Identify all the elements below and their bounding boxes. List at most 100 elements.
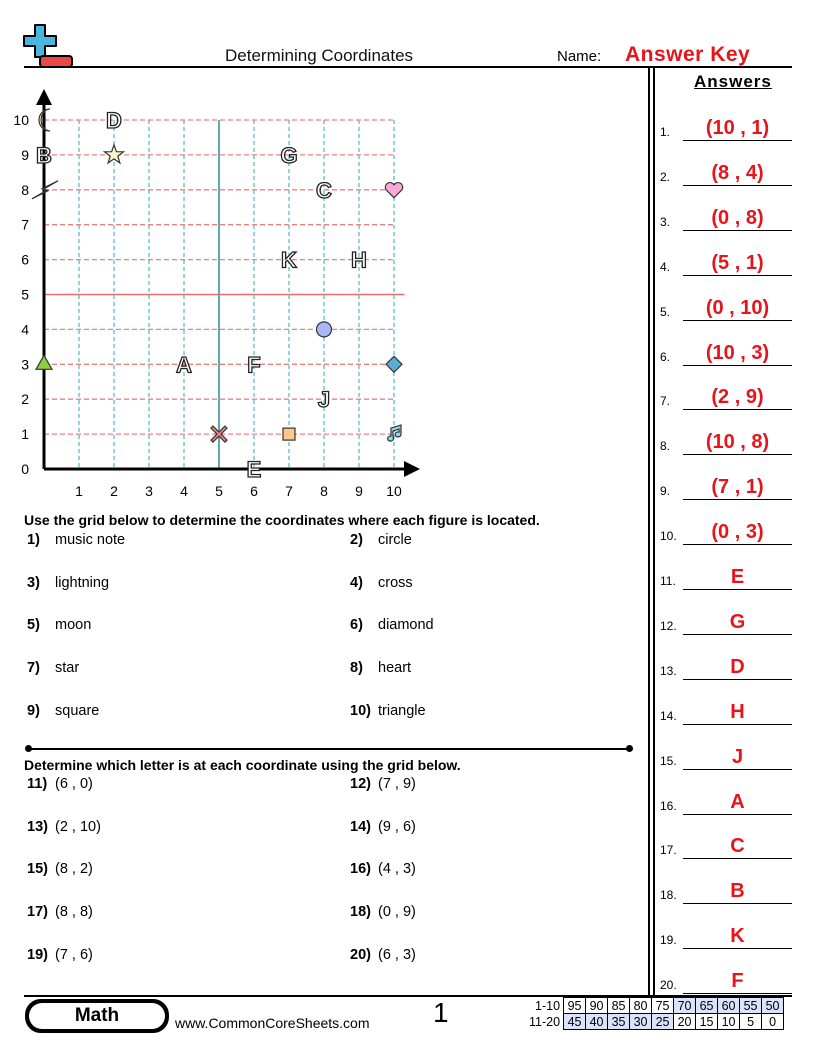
question-number: 2) bbox=[350, 532, 363, 548]
question-text: (6 , 3) bbox=[378, 946, 416, 963]
page-number: 1 bbox=[433, 997, 449, 1028]
answer-value: A bbox=[730, 790, 745, 813]
answer-value: (0 , 3) bbox=[711, 521, 764, 544]
point-letter-K: K bbox=[281, 248, 297, 273]
score-cell: 75 bbox=[651, 997, 675, 1014]
question-number: 18) bbox=[350, 904, 371, 921]
question-text: square bbox=[55, 702, 100, 719]
y-tick-label: 6 bbox=[21, 252, 29, 268]
question-text: (0 , 9) bbox=[378, 904, 416, 921]
answer-row: 17. C bbox=[660, 835, 792, 860]
y-tick-label: 8 bbox=[21, 182, 29, 198]
answer-value: C bbox=[730, 835, 745, 858]
question-number: 9) bbox=[27, 702, 40, 719]
question: 13) (2 , 10) bbox=[27, 819, 101, 835]
point-letter-G: G bbox=[280, 143, 297, 168]
point-letter-B: B bbox=[36, 143, 52, 168]
answer-value: E bbox=[730, 566, 745, 588]
answer-line bbox=[683, 454, 792, 456]
y-tick-label: 3 bbox=[21, 356, 29, 372]
answer-number: 20. bbox=[660, 978, 677, 993]
column-divider bbox=[653, 68, 655, 996]
square-icon bbox=[282, 427, 296, 441]
answer-value: (10 , 8) bbox=[705, 431, 770, 454]
answer-row: 2. (8 , 4) bbox=[660, 162, 792, 186]
answer-value: D bbox=[730, 655, 745, 678]
answer-line bbox=[683, 948, 792, 950]
question-text: music note bbox=[55, 532, 126, 548]
star-icon bbox=[102, 143, 126, 165]
answer-number: 3. bbox=[660, 214, 671, 229]
answer-line bbox=[683, 589, 792, 590]
score-cell: 65 bbox=[695, 997, 719, 1014]
question-number: 8) bbox=[350, 660, 363, 677]
answer-value: (0 , 8) bbox=[711, 206, 764, 229]
question: 19) (7 , 6) bbox=[27, 947, 93, 963]
answer-row: 12. G bbox=[660, 611, 792, 635]
score-cell: 55 bbox=[739, 997, 763, 1014]
x-tick-label: 3 bbox=[145, 483, 153, 499]
score-cell: 45 bbox=[563, 1013, 587, 1030]
answer-number: 11. bbox=[660, 574, 676, 588]
question-number: 5) bbox=[27, 617, 40, 634]
question-number: 12) bbox=[350, 776, 371, 792]
question-text: heart bbox=[378, 660, 412, 677]
y-axis-arrow bbox=[36, 89, 52, 105]
answer-row: 5. (0 , 10) bbox=[660, 297, 792, 321]
point-letter-D: D bbox=[106, 108, 122, 133]
lightning-icon bbox=[31, 180, 59, 200]
question-text: (4 , 3) bbox=[378, 861, 416, 878]
logo-icon bbox=[23, 24, 73, 68]
score-cell: 70 bbox=[673, 997, 697, 1014]
score-row: 11-20 45 40 35 30 25 20 15 10 5 0 bbox=[527, 1013, 785, 1030]
question-text: (9 , 6) bbox=[378, 818, 416, 835]
x-tick-label: 1 bbox=[75, 483, 83, 499]
y-tick-label: 5 bbox=[21, 287, 29, 303]
score-cell: 95 bbox=[563, 997, 587, 1014]
score-cell: 30 bbox=[629, 1013, 653, 1030]
question-text: moon bbox=[55, 617, 92, 634]
answer-line bbox=[683, 229, 792, 231]
question-text: (7 , 9) bbox=[378, 776, 416, 792]
music-note-icon bbox=[387, 424, 402, 442]
name-value: Answer Key bbox=[625, 43, 751, 66]
answer-row: 9. (7 , 1) bbox=[660, 476, 792, 501]
answer-row: 7. (2 , 9) bbox=[660, 386, 792, 411]
point-letter-E: E bbox=[247, 457, 262, 482]
footer-divider bbox=[24, 995, 792, 997]
y-tick-label: 4 bbox=[21, 321, 29, 337]
answer-value: H bbox=[730, 700, 745, 723]
y-tick-label: 9 bbox=[21, 147, 29, 163]
question-text: diamond bbox=[378, 617, 434, 634]
answer-value: F bbox=[731, 970, 744, 993]
column-divider bbox=[648, 68, 650, 996]
answer-number: 13. bbox=[660, 663, 677, 678]
answer-line bbox=[683, 903, 792, 905]
answer-number: 9. bbox=[660, 484, 671, 499]
answer-line bbox=[683, 140, 792, 141]
question-number: 13) bbox=[27, 818, 48, 835]
answer-number: 10. bbox=[660, 529, 677, 544]
score-cell: 15 bbox=[695, 1013, 719, 1030]
y-tick-label: 2 bbox=[21, 391, 29, 407]
circle-icon bbox=[315, 321, 333, 338]
point-letter-C: C bbox=[316, 178, 332, 203]
question-number: 4) bbox=[350, 574, 363, 591]
answer-line bbox=[683, 364, 792, 366]
heart-icon bbox=[384, 181, 404, 199]
question-number: 14) bbox=[350, 818, 371, 835]
answer-number: 19. bbox=[660, 933, 677, 948]
score-cell: 20 bbox=[673, 1013, 697, 1030]
question-text: star bbox=[55, 660, 80, 677]
answer-value: B bbox=[730, 880, 745, 903]
website-link[interactable]: www.CommonCoreSheets.com bbox=[175, 1015, 370, 1031]
answer-value: (10 , 3) bbox=[705, 341, 770, 364]
answer-row: 19. K bbox=[660, 925, 792, 950]
question-text: (7 , 6) bbox=[55, 946, 93, 963]
answer-value: (5 , 1) bbox=[711, 251, 764, 274]
header-divider bbox=[24, 66, 792, 68]
question: 9) square bbox=[27, 703, 99, 719]
question-text: triangle bbox=[378, 702, 426, 719]
answer-line bbox=[683, 633, 792, 635]
